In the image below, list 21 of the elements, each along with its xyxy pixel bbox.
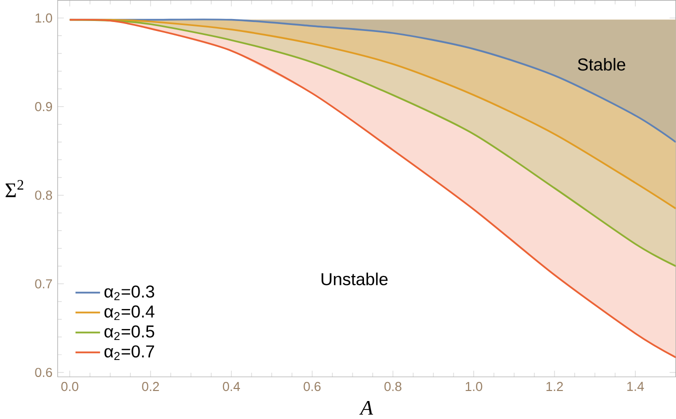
x-tick-label: 0.0 <box>61 382 78 391</box>
x-tick-label: 1.0 <box>466 382 482 391</box>
x-axis-title: A <box>359 400 374 414</box>
x-tick-label: 0.2 <box>142 382 159 391</box>
y-tick-label: 0.9 <box>35 102 52 111</box>
annotation: Stable <box>578 58 626 70</box>
x-tick-label: 0.4 <box>222 382 240 391</box>
legend-label: α$_{2}$=0.3 <box>104 285 154 300</box>
legend-label: α$_{2}$=0.7 <box>104 345 154 360</box>
legend-label: α$_{2}$=0.5 <box>104 325 154 340</box>
y-tick-label: 0.8 <box>35 190 52 200</box>
y-axis-title: Σ$^{2}$ <box>6 180 24 197</box>
legend-label: α$_{2}$=0.4 <box>104 305 154 320</box>
x-tick-label: 0.8 <box>384 382 402 391</box>
x-tick-label: 1.4 <box>627 382 644 391</box>
x-tick-label: 1.2 <box>546 382 563 391</box>
y-tick-label: 0.7 <box>35 279 52 288</box>
x-tick-label: 0.6 <box>304 382 321 391</box>
y-tick-label: 1.0 <box>36 13 52 22</box>
y-tick-label: 0.6 <box>35 368 52 377</box>
annotation: Unstable <box>322 272 388 286</box>
